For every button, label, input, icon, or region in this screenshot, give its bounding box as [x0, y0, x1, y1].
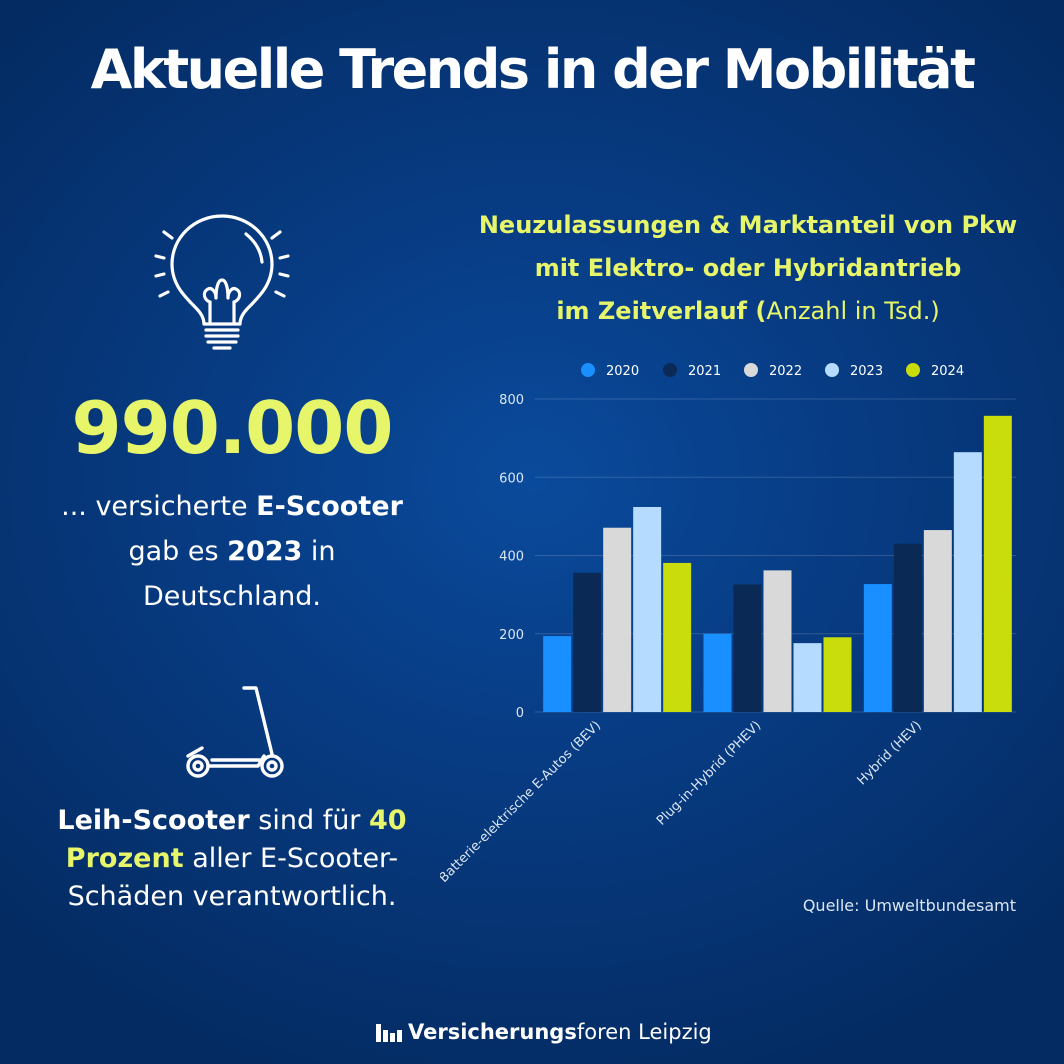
bar-2022	[763, 570, 792, 712]
bar-2023	[793, 643, 822, 712]
fact-insured-scooters: ... versicherte E-Scooter gab es 2023 in…	[40, 484, 424, 619]
fact2-bold-rental: Leih-Scooter	[57, 805, 250, 836]
legend-label: 2020	[606, 364, 639, 379]
lightbulb-icon	[154, 214, 290, 350]
logo-mark-icon	[376, 1022, 402, 1042]
bar-2023	[633, 506, 662, 712]
fact1-text-3: in Deutschland.	[142, 536, 336, 612]
chart-legend: 2020 2021 2022 2023 2024	[581, 363, 964, 379]
e-scooter-icon	[186, 686, 284, 778]
bar-2024	[983, 415, 1012, 712]
legend-swatch	[663, 363, 677, 377]
fact2-highlight-percent: 40 Prozent	[65, 805, 407, 874]
fact2-text-2: aller E-Scooter-Schäden verantwortlich.	[67, 843, 399, 912]
big-number: 990.000	[71, 386, 394, 470]
legend-swatch	[825, 363, 839, 377]
bar-2023	[953, 452, 982, 712]
bar-2024	[663, 562, 692, 712]
page-title: Aktuelle Trends in der Mobilität	[90, 38, 976, 101]
legend-item: 2021	[663, 363, 721, 379]
legend-swatch	[906, 363, 920, 377]
legend-label: 2024	[931, 364, 964, 379]
y-tick-label: 600	[499, 471, 524, 486]
bar-2024	[823, 637, 852, 712]
fact1-text-2: gab es	[128, 536, 228, 567]
bar-2022	[603, 527, 632, 712]
chart-title-line1: Neuzulassungen & Marktanteil von Pkw	[478, 211, 1018, 239]
bar-2022	[923, 530, 952, 712]
legend-item: 2024	[906, 363, 964, 379]
fact1-text: ... versicherte	[61, 491, 257, 522]
y-tick-label: 200	[499, 628, 524, 643]
bar-2021	[733, 584, 762, 712]
fact1-bold-scooter: E-Scooter	[256, 491, 403, 522]
legend-item: 2020	[581, 363, 639, 379]
logo-text-normal: foren Leipzig	[576, 1020, 712, 1044]
bar-2020	[543, 636, 572, 712]
y-tick-label: 400	[499, 550, 524, 565]
chart-title-line3: im Zeitverlauf (Anzahl in Tsd.)	[470, 290, 1026, 333]
fact2-text: sind für	[249, 805, 369, 836]
fact1-bold-year: 2023	[227, 536, 303, 567]
logo-text-bold: Versicherungs	[408, 1020, 577, 1044]
bar-2021	[573, 572, 602, 712]
legend-swatch	[581, 363, 595, 377]
x-category-label: Hybrid (HEV)	[855, 718, 925, 788]
x-category-label: Batterie-elektrische E-Autos (BEV)	[440, 718, 604, 886]
bar-chart: 2020 2021 2022 2023 2024 0 200 400 600 800 Batte…	[440, 363, 1016, 886]
chart-bars	[543, 415, 1012, 712]
bar-2020	[703, 633, 732, 712]
chart-title-line2: mit Elektro- oder Hybridantrieb	[534, 254, 962, 282]
x-category-label: Plug-in-Hybrid (PHEV)	[654, 718, 764, 828]
chart-x-labels: Batterie-elektrische E-Autos (BEV) Plug-i…	[440, 718, 925, 886]
source-note: Quelle: Umweltbundesamt	[802, 896, 1016, 915]
legend-item: 2023	[825, 363, 883, 379]
bar-2020	[863, 584, 892, 712]
legend-swatch	[744, 363, 758, 377]
bar-2021	[893, 543, 922, 712]
legend-label: 2023	[850, 364, 883, 379]
chart-title: Neuzulassungen & Marktanteil von Pkw mit…	[470, 204, 1026, 333]
chart-title-unit: Anzahl in Tsd.)	[766, 297, 940, 325]
fact-rental-scooters: Leih-Scooter sind für 40 Prozent aller E…	[22, 802, 442, 916]
y-tick-label: 800	[499, 393, 524, 408]
legend-label: 2022	[769, 364, 802, 379]
y-tick-label: 0	[516, 706, 524, 721]
legend-label: 2021	[688, 364, 721, 379]
chart-title-line3-bold: im Zeitverlauf (	[556, 297, 767, 325]
legend-item: 2022	[744, 363, 802, 379]
brand-logo: Versicherungsforen Leipzig	[376, 1016, 712, 1048]
